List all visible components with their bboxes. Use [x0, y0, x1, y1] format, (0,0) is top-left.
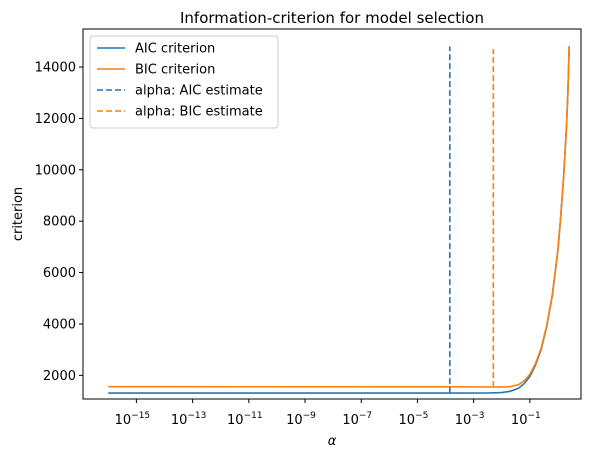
chart-title: Information-criterion for model selectio…	[180, 9, 484, 27]
x-tick-exponent: −3	[471, 411, 484, 421]
y-tick-label: 14000	[35, 61, 76, 76]
y-tick-label: 4000	[43, 317, 76, 332]
y-tick-label: 12000	[35, 112, 76, 127]
legend: AIC criterion BIC criterion alpha: AIC est…	[90, 36, 278, 128]
x-tick-exponent: −15	[131, 411, 150, 421]
x-tick-exponent: −7	[359, 411, 372, 421]
x-tick-exponent: −1	[527, 411, 540, 421]
y-axis-label: criterion	[11, 187, 26, 241]
x-tick-exponent: −11	[244, 411, 263, 421]
y-tick-label: 8000	[43, 215, 76, 230]
y-tick-label: 6000	[43, 266, 76, 281]
legend-label: alpha: AIC estimate	[135, 84, 263, 99]
x-tick-exponent: −13	[187, 411, 206, 421]
legend-label: BIC criterion	[135, 63, 215, 78]
x-tick-exponent: −5	[415, 411, 428, 421]
y-tick-label: 10000	[35, 163, 76, 178]
legend-label: AIC criterion	[135, 42, 215, 57]
x-tick-exponent: −9	[303, 411, 317, 421]
y-tick-label: 2000	[43, 369, 76, 384]
x-axis-label: α	[328, 434, 337, 449]
legend-label: alpha: BIC estimate	[135, 105, 263, 120]
